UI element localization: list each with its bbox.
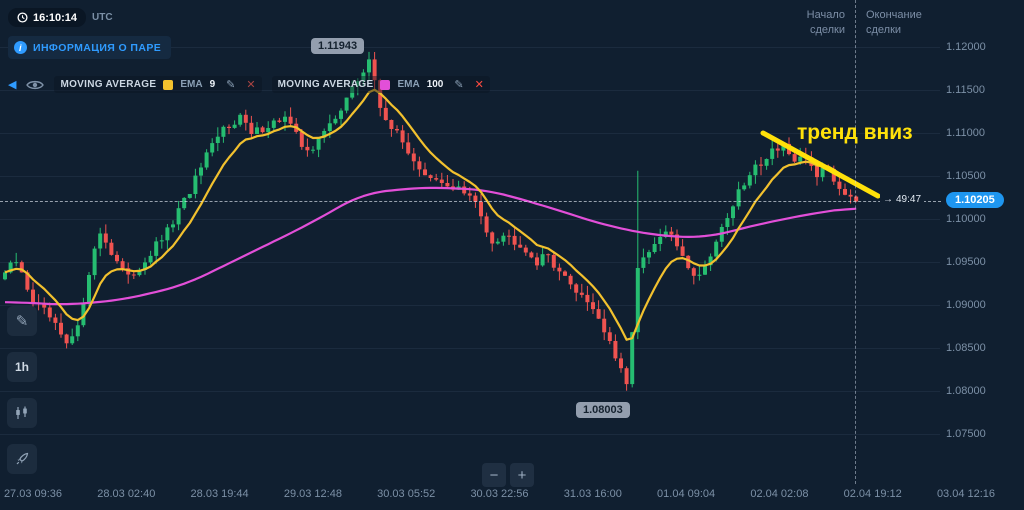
time-axis-label: 28.03 19:44 (190, 488, 249, 500)
indicator-bar: ◀ MOVING AVERAGE EMA 9 ✎ ✕ MOVING AVERAG… (8, 76, 490, 93)
info-icon: i (14, 41, 27, 54)
trade-end-label: Окончание сделки (866, 9, 922, 36)
current-price-line (0, 201, 941, 203)
indicator-period: 100 (426, 79, 444, 90)
signals-button[interactable] (7, 444, 37, 474)
price-axis-label: 1.09500 (946, 256, 986, 268)
time-axis-label: 02.04 19:12 (843, 488, 902, 500)
peak-price-tooltip: 1.11943 (311, 38, 365, 54)
time-axis-label: 27.03 09:36 (3, 488, 63, 500)
remove-indicator-button[interactable]: ✕ (246, 78, 255, 91)
price-gridline (0, 176, 940, 177)
clock-pill: 16:10:14 (8, 8, 87, 27)
trough-price-tooltip: 1.08003 (576, 402, 630, 418)
price-gridline (0, 391, 940, 392)
clock-timezone: UTC (92, 12, 113, 23)
ema100-line (4, 186, 857, 306)
close-icon: ✕ (246, 79, 256, 91)
candles-layer (3, 51, 859, 391)
chevron-left-icon: ◀ (8, 78, 17, 91)
time-axis-label: 02.04 02:08 (750, 488, 809, 500)
pencil-icon: ✎ (454, 79, 464, 91)
ema9-color-swatch (163, 79, 174, 90)
clock-time: 16:10:14 (33, 11, 78, 24)
price-gridline (0, 262, 940, 263)
price-gridline (0, 90, 940, 91)
time-axis-label: 31.03 16:00 (563, 488, 622, 500)
remove-indicator-button[interactable]: ✕ (475, 78, 484, 91)
indicator-type: EMA (180, 79, 203, 90)
edit-indicator-button[interactable]: ✎ (226, 78, 235, 91)
visibility-toggle-button[interactable] (26, 79, 45, 91)
time-axis-label: 28.03 02:40 (97, 488, 156, 500)
price-axis-label: 1.12000 (946, 41, 986, 53)
trade-start-line (855, 0, 856, 484)
timeframe-button[interactable]: 1h (7, 352, 37, 382)
draw-tool-button[interactable]: ✎ (7, 306, 37, 336)
pair-info-button[interactable]: i ИНФОРМАЦИЯ О ПАРЕ (8, 36, 172, 59)
price-gridline (0, 305, 940, 306)
price-axis-label: 1.08000 (946, 385, 986, 397)
price-gridline (0, 133, 940, 134)
indicators-icon (16, 406, 27, 419)
clock-icon (17, 12, 28, 23)
trade-start-label: Начало сделки (806, 9, 845, 36)
indicator-chip-ema100: MOVING AVERAGE EMA 100 ✎ ✕ (271, 76, 490, 93)
price-axis-label: 1.07500 (946, 428, 986, 440)
pencil-icon: ✎ (15, 313, 29, 330)
time-axis-label: 03.04 12:16 (936, 488, 996, 500)
price-axis-label: 1.11000 (946, 127, 985, 139)
indicator-chip-ema9: MOVING AVERAGE EMA 9 ✎ ✕ (54, 76, 262, 93)
timeframe-label: 1h (14, 360, 29, 374)
trade-countdown: → 49:47 (880, 194, 925, 206)
ema100-color-swatch (380, 79, 391, 90)
price-axis-label: 1.10500 (946, 170, 986, 182)
trend-annotation-text: тренд вниз (797, 121, 913, 144)
arrow-right-icon: → (883, 194, 893, 206)
time-axis-label: 30.03 05:52 (377, 488, 436, 500)
pencil-icon: ✎ (226, 79, 236, 91)
price-gridline (0, 348, 940, 349)
price-gridline (0, 47, 940, 48)
minus-icon: − (489, 466, 499, 484)
plus-icon: + (517, 466, 527, 484)
indicator-name: MOVING AVERAGE (277, 79, 374, 90)
indicators-button[interactable] (7, 398, 37, 428)
trade-countdown-value: 49:47 (896, 194, 922, 206)
price-axis-label: 1.11500 (946, 84, 985, 96)
trend-annotation-line (760, 130, 881, 199)
eye-icon (26, 80, 45, 89)
edit-indicator-button[interactable]: ✎ (454, 78, 463, 91)
ema9-line (4, 88, 857, 341)
clock: 16:10:14 UTC (8, 8, 113, 27)
zoom-out-button[interactable]: − (482, 463, 506, 487)
pair-info-label: ИНФОРМАЦИЯ О ПАРЕ (33, 41, 162, 54)
time-axis-label: 29.03 12:48 (283, 488, 342, 500)
collapse-indicators-button[interactable]: ◀ (8, 77, 16, 93)
close-icon: ✕ (474, 79, 484, 91)
indicator-period: 9 (209, 79, 216, 90)
rocket-icon (16, 452, 29, 465)
time-axis-label: 01.04 09:04 (657, 488, 716, 500)
current-price-badge: 1.10205 (946, 192, 1004, 209)
indicator-type: EMA (397, 79, 420, 90)
price-axis-label: 1.10000 (946, 213, 986, 225)
zoom-in-button[interactable]: + (510, 463, 534, 487)
time-axis-label: 30.03 22:56 (470, 488, 529, 500)
price-gridline (0, 434, 940, 435)
price-axis-label: 1.08500 (946, 342, 986, 354)
indicator-name: MOVING AVERAGE (60, 79, 157, 90)
price-axis-label: 1.09000 (946, 299, 986, 311)
price-gridline (0, 219, 940, 220)
